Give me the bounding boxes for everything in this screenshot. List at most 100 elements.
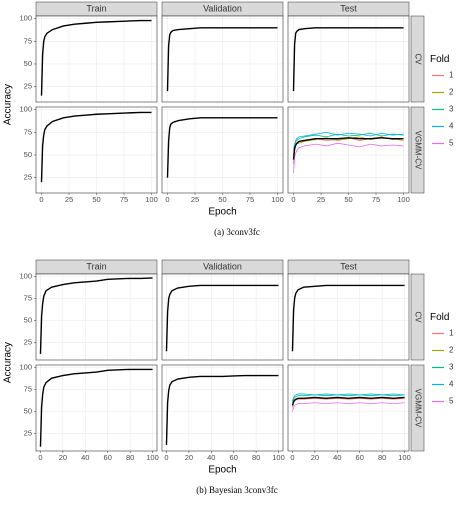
y-tick-label: 50 (24, 315, 32, 324)
x-tick-label: 100 (145, 195, 158, 204)
legend-label: 5 (449, 397, 454, 406)
series-line (293, 131, 404, 151)
column-label: Validation (203, 3, 242, 13)
legend-label: 1 (449, 329, 454, 338)
legend-label: 4 (449, 380, 454, 389)
column-label: Test (340, 261, 357, 271)
x-tick-label: 40 (333, 453, 341, 462)
panel-bg (288, 365, 409, 451)
x-tick-label: 0 (290, 453, 294, 462)
x-tick-label: 100 (272, 453, 285, 462)
x-tick-label: 100 (397, 195, 410, 204)
caption: (b) Bayesian 3conv3fc (196, 485, 277, 495)
x-tick-label: 40 (207, 453, 215, 462)
x-tick-label: 25 (191, 195, 199, 204)
panel (287, 15, 410, 103)
series-line (39, 277, 153, 354)
series-line (39, 368, 153, 447)
x-axis-label: Epoch (208, 465, 236, 476)
panel-bg (162, 365, 283, 451)
series-line (292, 394, 405, 403)
x-tick-label: 100 (271, 195, 284, 204)
panel-border (161, 273, 284, 361)
row-strip (410, 15, 425, 103)
panel (161, 106, 284, 194)
y-axis-label: Accuracy (3, 342, 14, 383)
x-tick-label: 50 (92, 195, 100, 204)
x-tick-label: 100 (146, 453, 159, 462)
y-tick-label: 100 (19, 272, 32, 281)
panel (287, 364, 410, 452)
legend-label: 1 (449, 71, 454, 80)
panel (35, 106, 158, 194)
panel-border (287, 364, 410, 452)
series-line (292, 393, 405, 402)
x-tick-label: 20 (311, 453, 319, 462)
series-line (165, 284, 279, 352)
row-label: VGMM-CV (413, 389, 422, 428)
y-tick-label: 75 (24, 385, 32, 394)
series-line (40, 19, 152, 96)
x-tick-label: 20 (59, 453, 67, 462)
row-strip (410, 273, 425, 361)
panel (161, 15, 284, 103)
column-label: Train (86, 261, 106, 271)
y-tick-label: 50 (24, 59, 32, 68)
y-tick-label: 75 (24, 36, 32, 45)
column-label: Test (340, 3, 357, 13)
x-tick-label: 60 (356, 453, 364, 462)
series-line (291, 396, 405, 406)
series-line (293, 132, 404, 156)
x-tick-label: 60 (104, 453, 112, 462)
x-axis-label: Epoch (208, 207, 236, 218)
x-tick-label: 0 (38, 453, 42, 462)
x-tick-label: 0 (165, 195, 169, 204)
y-tick-label: 100 (19, 363, 32, 372)
legend-label: 4 (449, 122, 454, 131)
x-tick-label: 50 (218, 195, 226, 204)
x-tick-label: 50 (344, 195, 352, 204)
legend-title: Fold (430, 54, 449, 65)
panel-border (35, 15, 158, 103)
x-tick-label: 75 (246, 195, 254, 204)
panel (161, 364, 284, 452)
y-tick-label: 75 (24, 127, 32, 136)
x-tick-label: 75 (372, 195, 380, 204)
y-tick-label: 100 (19, 105, 32, 114)
column-label: Train (86, 3, 106, 13)
row-label: CV (413, 311, 422, 323)
y-tick-label: 100 (19, 14, 32, 23)
y-tick-label: 75 (24, 294, 32, 303)
panel (287, 273, 410, 361)
x-tick-label: 25 (65, 195, 73, 204)
y-tick-label: 25 (24, 173, 32, 182)
x-tick-label: 75 (120, 195, 128, 204)
series-line (293, 142, 404, 174)
panel (35, 364, 158, 452)
series-line (166, 27, 278, 92)
panel (35, 273, 158, 361)
caption: (a) 3conv3fc (214, 227, 260, 237)
panel-bg (36, 365, 157, 451)
panel (35, 15, 158, 103)
legend-label: 5 (449, 139, 454, 148)
panel-border (35, 364, 158, 452)
panel (287, 106, 410, 194)
x-tick-label: 80 (378, 453, 386, 462)
x-tick-label: 25 (317, 195, 325, 204)
x-tick-label: 0 (164, 453, 168, 462)
x-tick-label: 40 (81, 453, 89, 462)
panel-border (287, 15, 410, 103)
series-line (166, 117, 278, 178)
y-tick-label: 25 (24, 82, 32, 91)
panel-border (35, 273, 158, 361)
y-axis-label: Accuracy (3, 84, 14, 125)
row-strip (410, 364, 425, 452)
legend-label: 3 (449, 105, 454, 114)
y-tick-label: 50 (24, 150, 32, 159)
panel-border (161, 364, 284, 452)
legend-label: 2 (449, 88, 454, 97)
panel-bg (162, 274, 283, 360)
x-tick-label: 0 (291, 195, 295, 204)
